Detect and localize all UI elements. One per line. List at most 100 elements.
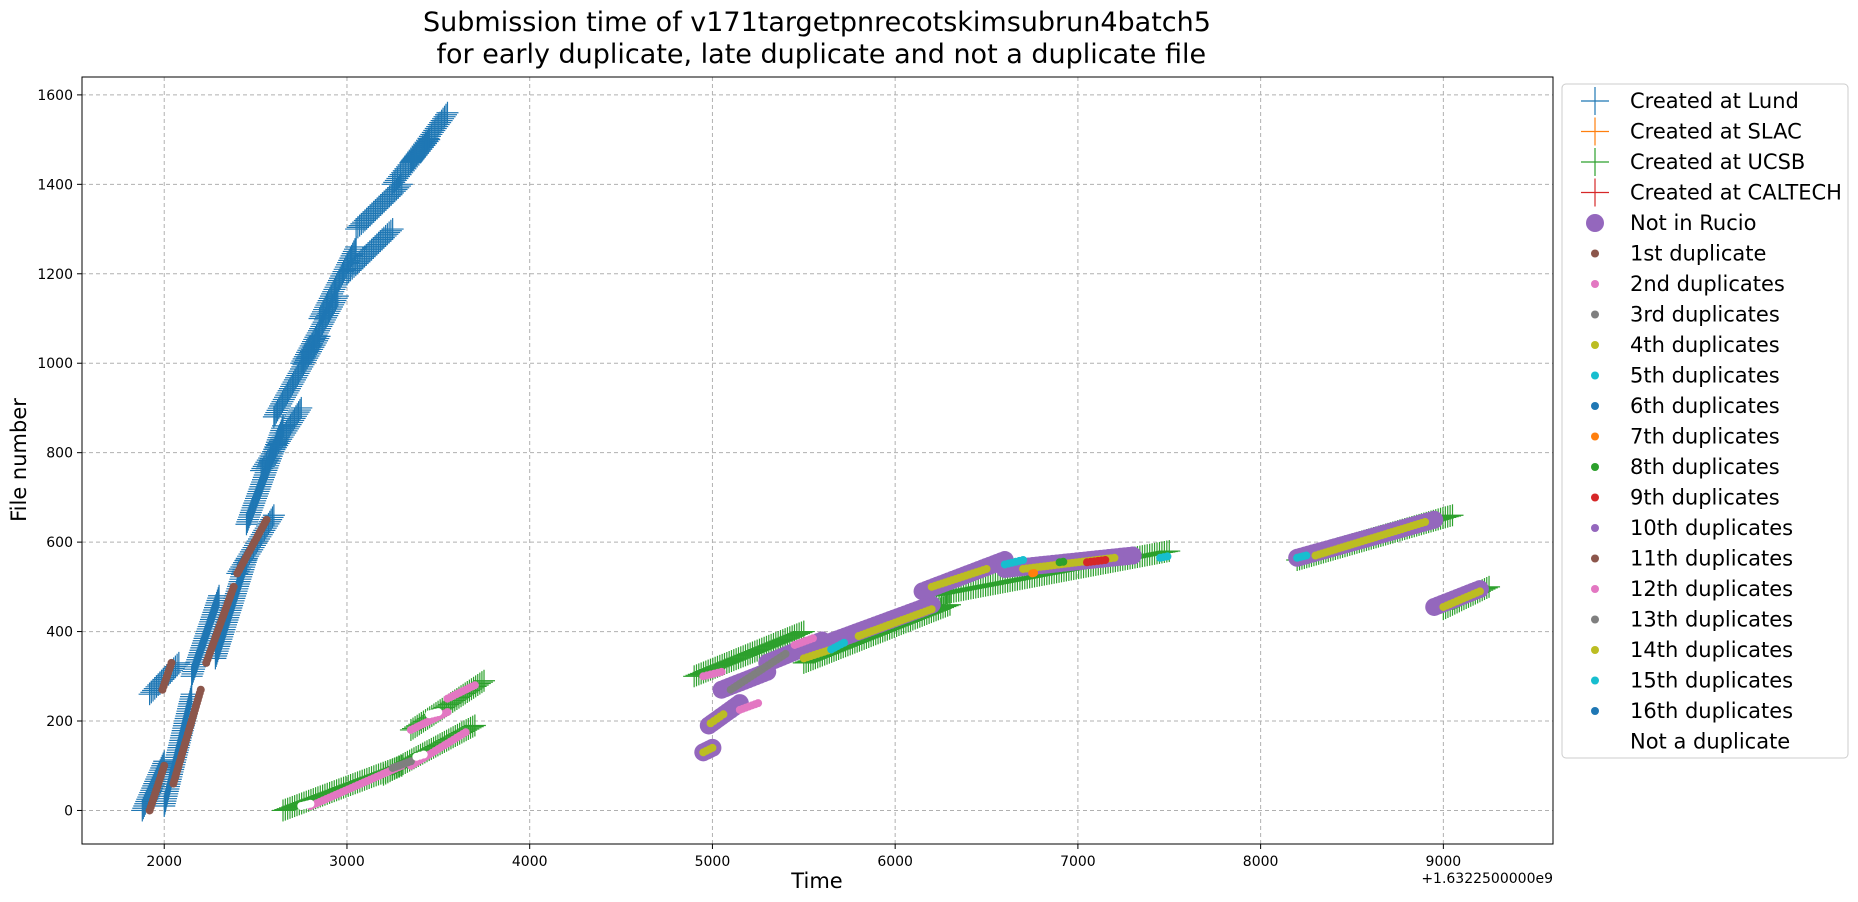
data-point <box>259 444 282 467</box>
data-point <box>1439 504 1462 527</box>
data-point <box>263 438 286 461</box>
data-point <box>270 428 293 451</box>
legend-label: Not a duplicate <box>1630 730 1790 754</box>
data-point <box>275 384 298 407</box>
data-point <box>288 399 311 422</box>
series-5th-duplicates <box>827 551 1311 654</box>
data-point <box>270 392 293 415</box>
data-point <box>266 434 289 457</box>
data-point <box>278 415 301 438</box>
y-tick-label: 1200 <box>37 267 73 283</box>
data-point <box>285 366 308 389</box>
data-point <box>254 453 277 476</box>
data-point <box>252 455 275 478</box>
data-point <box>250 459 273 482</box>
data-point <box>717 667 726 676</box>
data-point <box>294 343 317 366</box>
x-tick-label: 4000 <box>512 854 548 870</box>
data-point <box>1101 556 1110 565</box>
data-point <box>271 426 294 449</box>
data-point <box>287 401 310 424</box>
axis-ticks: 2000 3000 4000 5000 6000 7000 8000 9000 0 200 400 6… <box>37 88 1461 870</box>
data-point <box>283 368 306 391</box>
legend-marker <box>1591 524 1599 532</box>
data-point <box>314 296 337 319</box>
data-point <box>282 409 305 432</box>
data-point <box>435 103 458 126</box>
legend-label: 13th duplicates <box>1630 608 1793 632</box>
data-point <box>1123 546 1142 565</box>
legend-label: 14th duplicates <box>1630 638 1793 662</box>
y-tick-label: 1400 <box>37 177 73 193</box>
legend-marker <box>1591 310 1599 319</box>
data-point <box>781 649 790 658</box>
x-tick-label: 6000 <box>877 854 913 870</box>
data-point <box>708 743 717 752</box>
y-tick-label: 0 <box>64 803 73 819</box>
legend-label: 9th duplicates <box>1630 486 1780 510</box>
legend-label: 7th duplicates <box>1630 425 1780 449</box>
data-point <box>288 360 311 383</box>
data-point <box>303 328 326 351</box>
data-point <box>322 280 345 303</box>
legend-marker <box>1591 402 1599 410</box>
data-point <box>1425 510 1444 529</box>
data-point <box>839 638 848 647</box>
data-point <box>310 303 333 326</box>
data-point <box>938 593 961 616</box>
data-point <box>278 377 301 400</box>
x-tick-label: 7000 <box>1060 854 1096 870</box>
legend-marker <box>1581 148 1609 176</box>
legend-label: 5th duplicates <box>1630 364 1780 388</box>
data-point <box>323 278 346 301</box>
data-point <box>324 276 347 299</box>
data-point <box>267 432 290 455</box>
data-point <box>280 411 303 434</box>
data-point <box>292 347 315 370</box>
data-point <box>272 388 295 411</box>
data-point <box>287 362 310 385</box>
data-point <box>268 430 291 453</box>
plot-data <box>131 101 1501 822</box>
legend-marker <box>1591 737 1599 746</box>
data-point <box>378 221 401 244</box>
x-tick-label: 5000 <box>695 854 731 870</box>
data-point <box>808 634 817 643</box>
data-point <box>298 337 321 360</box>
plot-area-frame <box>81 76 1554 845</box>
data-point <box>256 449 279 472</box>
legend-marker <box>1591 585 1599 593</box>
data-point <box>1163 552 1172 561</box>
data-point <box>1302 551 1311 560</box>
y-tick-label: 800 <box>46 446 73 462</box>
data-point <box>269 395 292 418</box>
y-tick-label: 1000 <box>37 356 73 372</box>
legend-marker <box>1581 87 1609 115</box>
data-point <box>277 379 300 402</box>
data-point <box>275 419 298 442</box>
data-point <box>461 715 484 738</box>
y-tick-label: 1600 <box>37 88 73 104</box>
data-point <box>251 457 274 480</box>
data-point <box>309 305 332 328</box>
data-point <box>196 685 205 694</box>
data-point <box>316 291 339 314</box>
data-point <box>308 307 331 330</box>
data-point <box>434 708 443 717</box>
data-point <box>473 669 496 692</box>
legend: Created at Lund Created at SLAC Created at… <box>1561 83 1849 759</box>
data-point <box>286 364 309 387</box>
data-point <box>463 714 486 737</box>
data-point <box>290 396 313 419</box>
data-point <box>311 300 334 323</box>
data-point <box>258 447 281 470</box>
series-1st-duplicate <box>145 515 271 815</box>
data-point <box>1475 587 1484 596</box>
data-point <box>296 341 319 364</box>
legend-marker <box>1591 371 1599 380</box>
legend-box <box>1561 83 1849 759</box>
data-point <box>160 761 169 770</box>
x-tick-label: 8000 <box>1243 854 1279 870</box>
legend-label: 12th duplicates <box>1630 577 1793 601</box>
